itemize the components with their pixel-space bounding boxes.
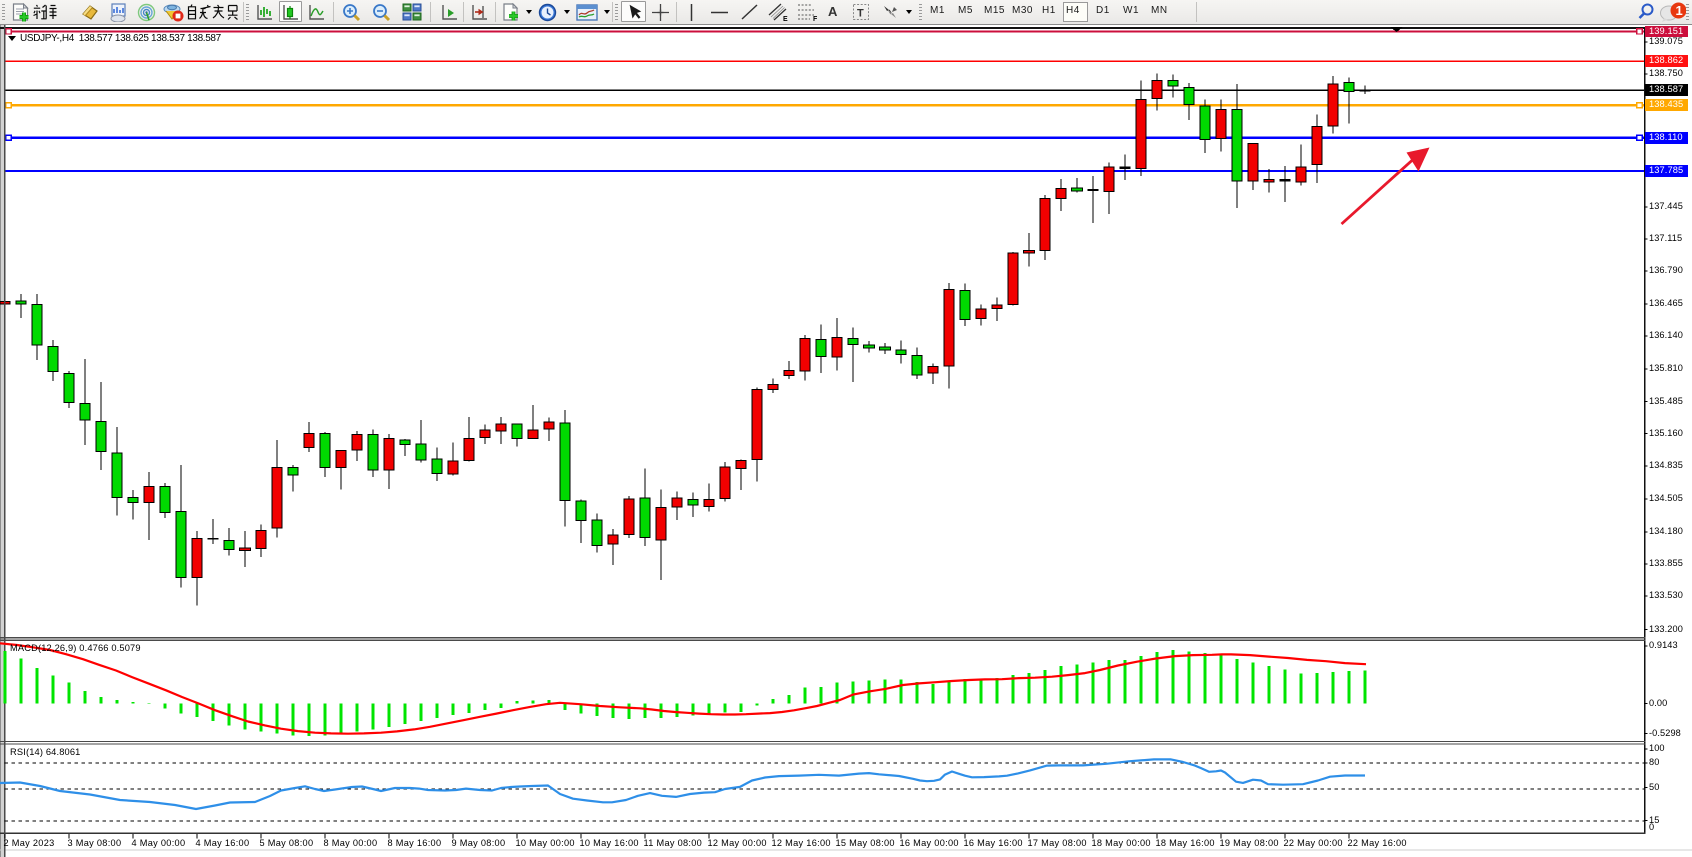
svg-text:F: F [813,16,818,22]
svg-text:1: 1 [1676,3,1683,18]
svg-text:E: E [783,16,788,22]
svg-text:T: T [857,8,864,20]
